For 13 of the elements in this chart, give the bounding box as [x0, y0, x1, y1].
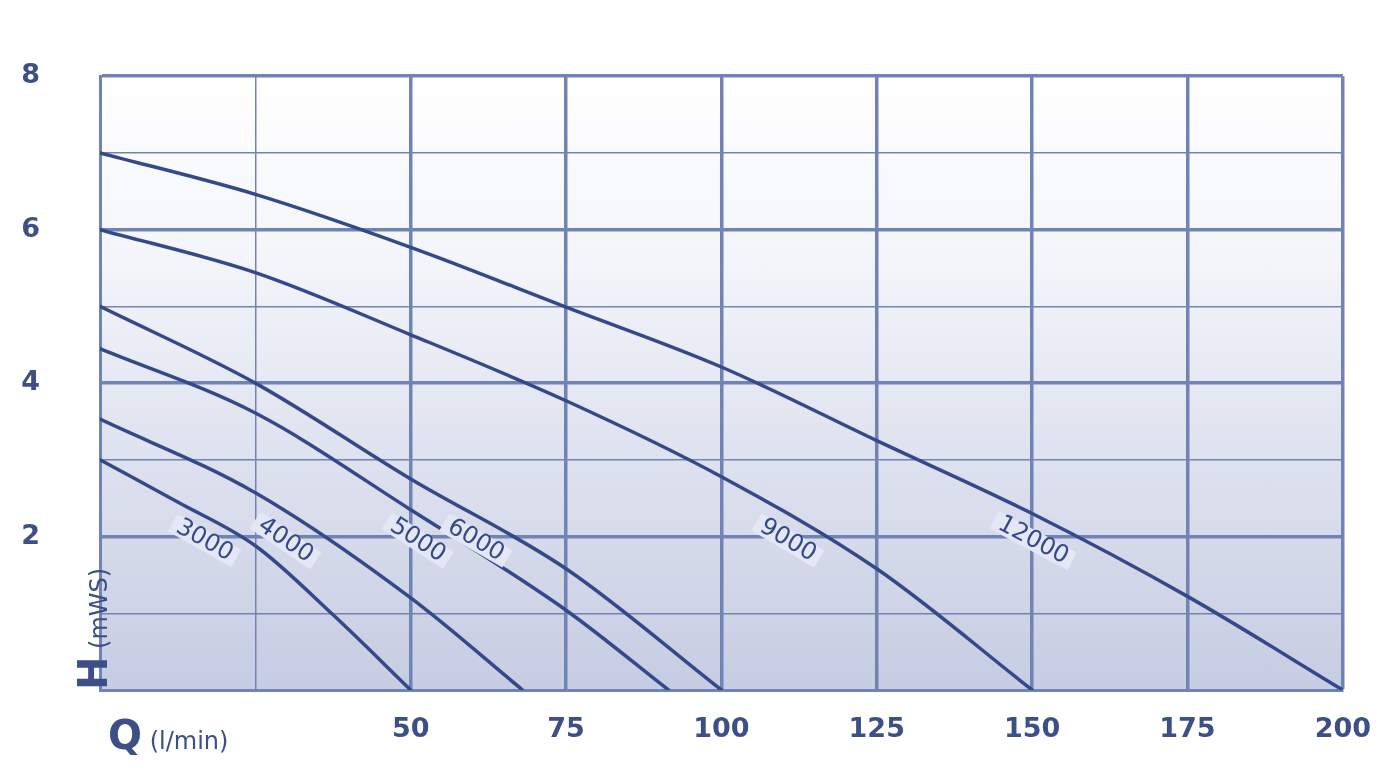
- y-tick-label: 6: [21, 211, 40, 243]
- x-tick-label: 175: [1159, 712, 1216, 744]
- y-tick-label: 2: [21, 518, 40, 550]
- y-tick-label: 8: [21, 58, 40, 90]
- y-tick-label: 4: [21, 365, 40, 397]
- x-tick-label: 200: [1314, 712, 1372, 744]
- x-tick-label: 75: [547, 712, 585, 744]
- y-axis-title: H (mWS): [70, 567, 116, 690]
- x-tick-label: 50: [391, 712, 430, 744]
- x-tick-label: 125: [848, 712, 905, 744]
- x-axis-title: Q (l/min): [108, 712, 229, 758]
- x-tick-label: 100: [693, 712, 750, 744]
- x-tick-label: 150: [1003, 712, 1061, 744]
